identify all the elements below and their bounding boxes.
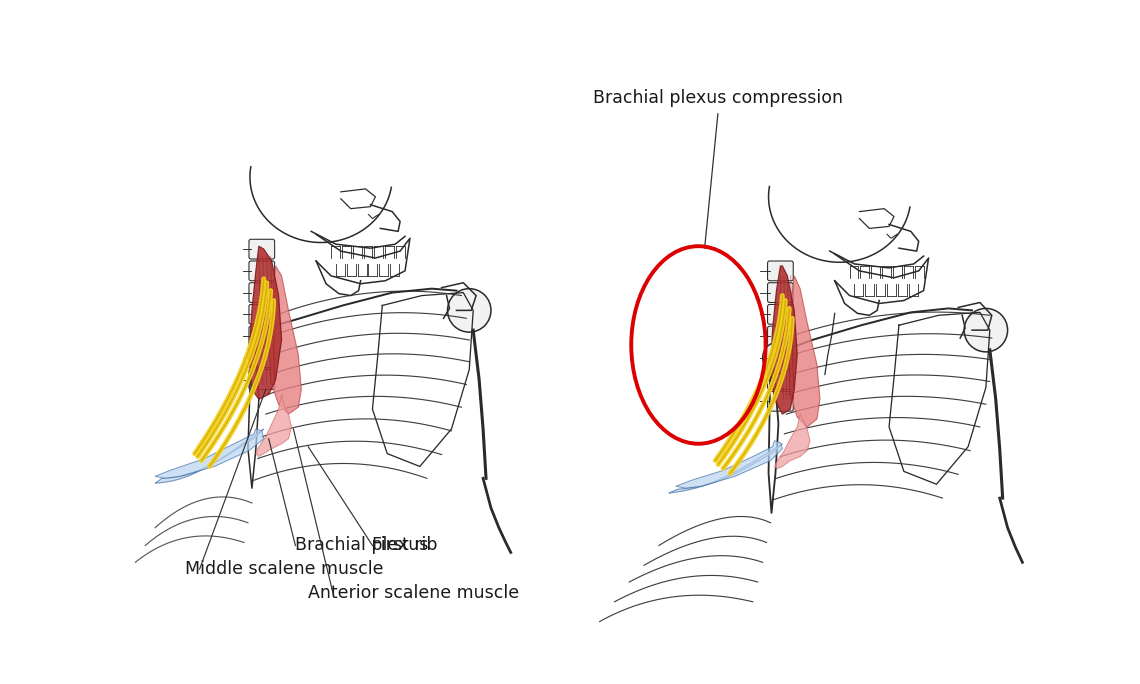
Text: Middle scalene muscle: Middle scalene muscle (185, 560, 383, 578)
FancyBboxPatch shape (767, 261, 793, 280)
FancyBboxPatch shape (249, 326, 275, 346)
FancyBboxPatch shape (767, 369, 793, 389)
Circle shape (448, 289, 491, 332)
FancyBboxPatch shape (249, 282, 275, 302)
Polygon shape (676, 440, 782, 488)
FancyBboxPatch shape (767, 348, 793, 368)
FancyBboxPatch shape (767, 304, 793, 324)
Text: First rib: First rib (373, 536, 438, 555)
Circle shape (763, 342, 795, 373)
Polygon shape (155, 429, 263, 484)
Polygon shape (269, 266, 301, 414)
Polygon shape (774, 414, 811, 469)
FancyBboxPatch shape (249, 239, 275, 259)
Text: Anterior scalene muscle: Anterior scalene muscle (308, 584, 520, 602)
FancyBboxPatch shape (767, 326, 793, 346)
FancyBboxPatch shape (767, 391, 793, 411)
FancyBboxPatch shape (767, 282, 793, 302)
Circle shape (964, 308, 1008, 352)
Polygon shape (788, 276, 820, 427)
Text: Brachial plexus: Brachial plexus (295, 536, 429, 555)
Polygon shape (249, 246, 282, 399)
FancyBboxPatch shape (249, 369, 275, 389)
Polygon shape (155, 429, 263, 478)
FancyBboxPatch shape (249, 304, 275, 324)
Polygon shape (255, 395, 292, 457)
Text: Brachial plexus compression: Brachial plexus compression (593, 89, 844, 107)
Polygon shape (669, 444, 782, 493)
Polygon shape (771, 266, 797, 414)
FancyBboxPatch shape (249, 261, 275, 280)
FancyBboxPatch shape (249, 348, 275, 368)
